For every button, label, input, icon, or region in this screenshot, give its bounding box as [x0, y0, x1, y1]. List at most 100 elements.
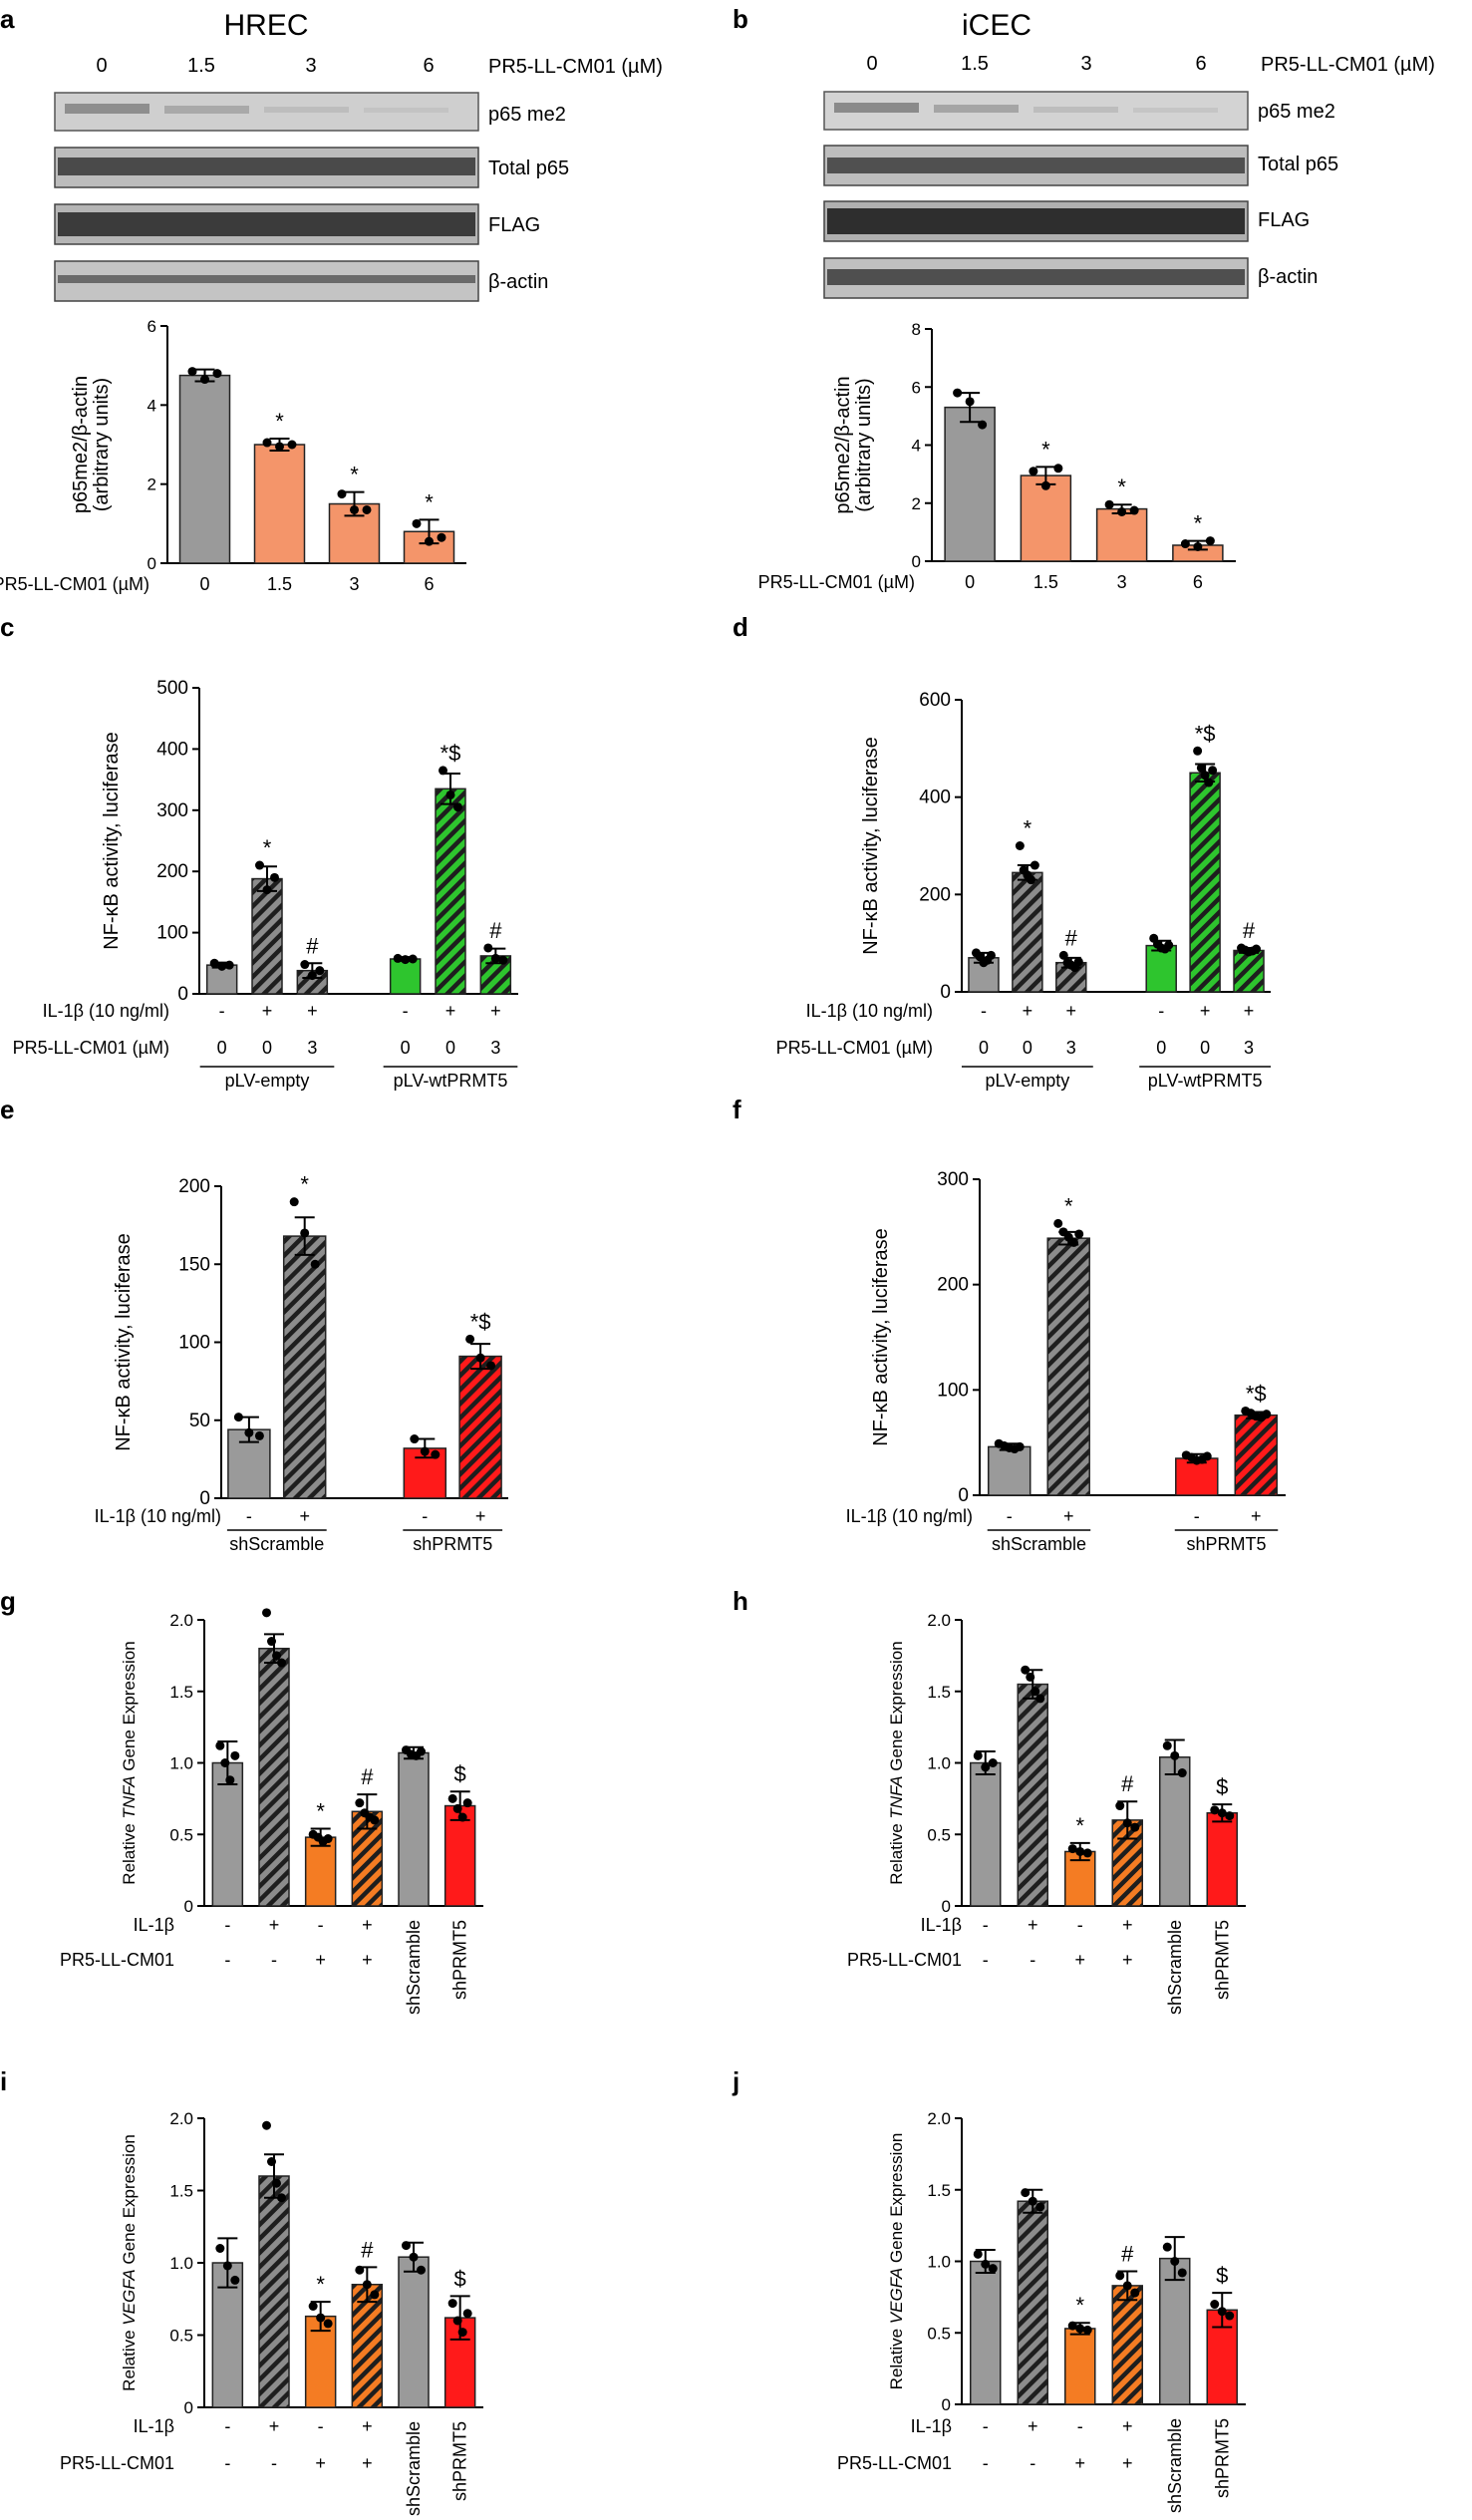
row-value: - [1030, 2453, 1035, 2473]
data-point [1082, 2325, 1092, 2335]
data-point [230, 1750, 240, 1760]
data-point [277, 2193, 286, 2203]
data-point [323, 2319, 333, 2329]
data-point [287, 440, 297, 450]
data-point [1177, 1768, 1187, 1778]
data-point [1115, 1801, 1125, 1811]
y-label-part: TNFA [120, 1775, 139, 1818]
data-point [412, 518, 422, 528]
data-point [350, 504, 359, 514]
bar [1017, 2200, 1048, 2405]
row-value: 6 [1193, 572, 1203, 592]
condition-label: shPRMT5 [1212, 2418, 1232, 2498]
data-point [300, 1228, 310, 1238]
data-point [272, 2178, 281, 2188]
y-tick-label: 300 [937, 1169, 969, 1190]
bar [1159, 1756, 1191, 1907]
y-tick-label: 300 [156, 800, 188, 821]
data-point [498, 955, 508, 965]
y-tick-label: 100 [156, 923, 188, 944]
row-value: 0 [979, 1038, 989, 1058]
chart-b: 0 2 4 6 8 p65me2/β-actin(arbitrary units) * * * P… [758, 320, 1236, 592]
data-point [1021, 1665, 1030, 1675]
blot-band [264, 107, 349, 113]
data-point [417, 2265, 426, 2275]
bar [1012, 871, 1043, 993]
data-point [1030, 860, 1039, 870]
row-value: + [1028, 2416, 1038, 2436]
blot-label: FLAG [1258, 209, 1310, 231]
data-point [215, 1740, 225, 1750]
y-tick-label: 200 [937, 1275, 969, 1296]
bar [351, 2284, 384, 2408]
row-label: PR5-LL-CM01 (µM) [13, 1038, 169, 1058]
y-tick-label: 6 [912, 378, 921, 397]
data-point [355, 2265, 365, 2275]
row-value: 6 [424, 574, 434, 594]
drug-label: PR5-LL-CM01 (µM) [1261, 54, 1435, 76]
bar [1189, 772, 1221, 993]
data-point [262, 1608, 271, 1618]
data-point [1252, 944, 1262, 954]
y-label-line: (arbitrary units) [853, 378, 875, 511]
bar [253, 444, 306, 564]
y-tick-label: 0 [942, 2395, 951, 2414]
bar [211, 1761, 244, 1907]
significance-label: * [1194, 511, 1203, 536]
condition-label: shScramble [404, 2421, 424, 2516]
data-point [452, 1803, 462, 1813]
condition-label: shPRMT5 [1212, 1920, 1232, 2000]
y-tick-label: 2.0 [927, 2109, 951, 2128]
group-label: pLV-wtPRMT5 [394, 1071, 508, 1091]
y-label-part: Gene Expression [887, 1641, 906, 1775]
row-label: PR5-LL-CM01 (µM) [776, 1038, 933, 1058]
data-point [447, 1793, 457, 1803]
chart-i: 0 0.5 1.0 1.5 2.0 Relative VEGFA Gene Express… [60, 2109, 483, 2516]
data-point [362, 2280, 372, 2290]
condition-label: shScramble [1165, 2418, 1185, 2513]
data-point [1177, 2268, 1187, 2278]
significance-label: * [1075, 1813, 1084, 1838]
data-point [420, 1446, 430, 1456]
blot-band [834, 103, 919, 113]
row-value: - [318, 2416, 324, 2436]
data-point [1210, 1805, 1220, 1815]
y-tick-label: 0 [147, 554, 156, 573]
panel-letter-f: f [733, 1095, 741, 1124]
row-value: 0 [965, 572, 975, 592]
condition-label: shScramble [404, 1920, 424, 2015]
row-value: + [307, 1001, 318, 1021]
row-value: - [1077, 1915, 1083, 1935]
y-tick-label: 1.0 [169, 2254, 193, 2273]
bar [1145, 944, 1177, 993]
data-point [212, 369, 222, 379]
y-tick-label: 100 [937, 1380, 969, 1401]
row-value: + [262, 1001, 273, 1021]
y-tick-label: 200 [156, 861, 188, 882]
data-point [244, 1427, 254, 1437]
data-point [986, 950, 996, 960]
row-value: - [1007, 1506, 1013, 1526]
row-value: - [1194, 1506, 1200, 1526]
bar [304, 1836, 337, 1907]
y-tick-label: 400 [919, 788, 951, 808]
row-value: 0 [1023, 1038, 1032, 1058]
y-tick-label: 8 [912, 320, 921, 339]
group-label: shPRMT5 [413, 1534, 492, 1554]
data-point [486, 1361, 496, 1371]
data-point [1030, 1687, 1040, 1697]
data-point [1122, 2281, 1132, 2291]
data-point [1225, 2311, 1235, 2321]
lane-label: 1.5 [961, 53, 989, 75]
y-tick-label: 1.0 [927, 2253, 951, 2272]
bar [398, 1751, 430, 1907]
blot-label: p65 me2 [1258, 101, 1335, 123]
y-tick-label: 1.0 [169, 1754, 193, 1773]
significance-label: * [1024, 816, 1032, 841]
chart-f: 0 100 200 300 NF-κB activity, luciferase * *$ I… [846, 1169, 1286, 1554]
blot-label: FLAG [488, 214, 540, 236]
y-label-line: p65me2/β-actin [70, 376, 92, 513]
data-point [1262, 1410, 1272, 1419]
data-point [1130, 2288, 1140, 2298]
significance-label: # [1065, 925, 1078, 950]
